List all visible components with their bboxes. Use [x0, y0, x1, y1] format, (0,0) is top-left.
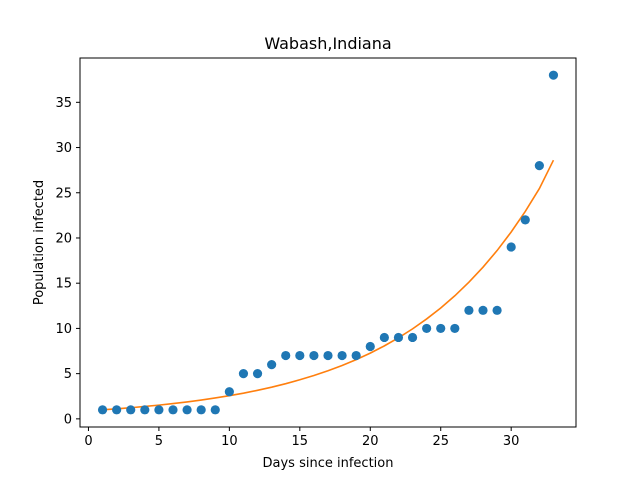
x-tick-label: 20	[362, 434, 379, 449]
y-tick-label: 15	[55, 277, 72, 292]
data-point	[365, 341, 375, 352]
y-tick-label: 0	[64, 412, 72, 427]
chart-title: Wabash,Indiana	[264, 34, 391, 53]
data-point	[295, 350, 305, 361]
data-point	[309, 350, 319, 361]
data-point	[492, 305, 502, 315]
data-point	[337, 350, 347, 361]
data-point	[224, 387, 234, 397]
data-point	[140, 405, 150, 415]
data-point	[126, 405, 136, 415]
data-point	[379, 332, 389, 343]
x-tick-label: 25	[432, 434, 449, 449]
data-point	[506, 242, 516, 252]
data-point	[351, 350, 361, 361]
data-point	[450, 323, 460, 334]
x-tick-label: 10	[221, 434, 238, 449]
fit-line	[102, 159, 555, 411]
x-tick-label: 5	[155, 434, 163, 449]
data-point	[267, 360, 277, 370]
data-point	[210, 405, 220, 415]
x-tick-label: 15	[292, 434, 309, 449]
data-point	[548, 70, 559, 80]
x-axis: 0 5 10 15 20 25 30	[84, 427, 519, 449]
data-point	[478, 305, 488, 315]
data-point	[112, 405, 122, 415]
y-tick-label: 5	[64, 367, 72, 382]
data-point	[281, 350, 291, 361]
data-point	[252, 369, 263, 379]
data-point	[393, 332, 404, 343]
data-point	[238, 369, 249, 379]
y-tick-label: 20	[55, 231, 72, 246]
data-point	[182, 405, 192, 415]
x-tick-label: 30	[503, 434, 520, 449]
y-tick-label: 25	[55, 186, 72, 201]
data-point	[422, 323, 432, 334]
y-axis: 0 5 10 15 20 25 30 35	[55, 96, 80, 427]
points-layer	[97, 70, 559, 415]
x-axis-label: Days since infection	[263, 456, 394, 471]
data-point	[97, 405, 108, 415]
y-tick-label: 30	[55, 141, 72, 156]
fit-line-layer	[102, 159, 555, 411]
data-point	[464, 305, 474, 315]
plot-frame	[79, 57, 577, 428]
y-tick-label: 35	[55, 96, 72, 111]
data-point	[323, 350, 333, 361]
data-point	[520, 215, 530, 225]
data-point	[436, 323, 446, 334]
data-point	[534, 161, 544, 171]
data-point	[196, 405, 206, 415]
data-point	[407, 332, 418, 343]
y-axis-label: Population infected	[32, 180, 47, 305]
y-tick-label: 10	[55, 322, 72, 337]
data-point	[154, 405, 164, 415]
data-point	[168, 405, 178, 415]
x-tick-label: 0	[84, 434, 92, 449]
